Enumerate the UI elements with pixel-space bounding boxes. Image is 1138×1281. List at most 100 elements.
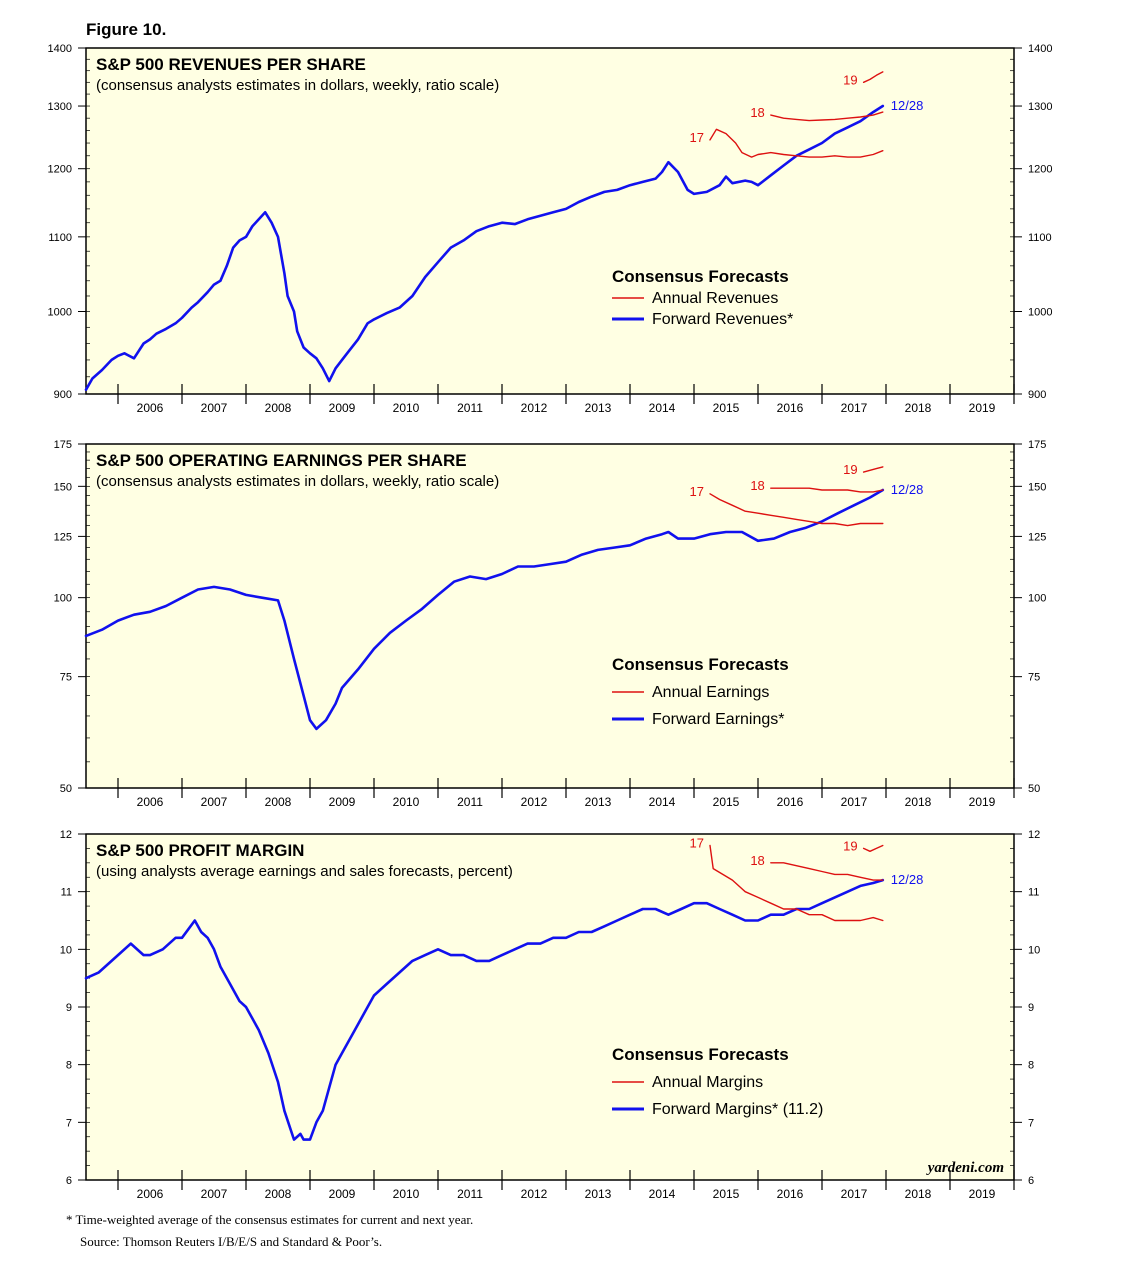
x-tick-label: 2013 — [585, 1187, 612, 1201]
x-tick-label: 2018 — [905, 795, 932, 809]
x-tick-label: 2008 — [265, 795, 292, 809]
legend-forward-label: Forward Earnings* — [652, 711, 785, 728]
x-tick-label: 2009 — [329, 401, 356, 415]
chart-title: S&P 500 OPERATING EARNINGS PER SHARE — [96, 451, 467, 470]
x-tick-label: 2006 — [137, 795, 164, 809]
annual-series-line-19 — [862, 71, 884, 84]
legend-annual-label: Annual Earnings — [652, 684, 769, 701]
x-tick-label: 2014 — [649, 795, 676, 809]
y-tick-label-left: 6 — [66, 1175, 72, 1187]
y-tick-label-right: 1300 — [1028, 101, 1052, 113]
annual-year-label-18: 18 — [750, 853, 764, 868]
legend-forward-label: Forward Margins* (11.2) — [652, 1101, 823, 1118]
y-tick-label-right: 11 — [1028, 887, 1039, 899]
chart-earnings: 50 50 75 75 100 100 125 125 150 150 175 175 2006 2007… — [54, 439, 1047, 809]
annual-year-label-18: 18 — [750, 478, 764, 493]
y-tick-label-left: 50 — [60, 783, 72, 795]
x-tick-label: 2012 — [521, 401, 548, 415]
forward-end-label: 12/28 — [891, 98, 924, 113]
x-tick-label: 2012 — [521, 1187, 548, 1201]
y-tick-label-right: 1200 — [1028, 164, 1052, 176]
annual-series-line-18 — [770, 111, 884, 122]
x-tick-label: 2015 — [713, 795, 740, 809]
y-tick-label-left: 1000 — [48, 306, 72, 318]
y-tick-label-right: 9 — [1028, 1002, 1034, 1014]
y-tick-label-left: 7 — [66, 1117, 72, 1129]
legend-annual-label: Annual Revenues — [652, 290, 778, 307]
forward-series-line — [84, 488, 885, 731]
x-tick-label: 2006 — [137, 1187, 164, 1201]
chart-subtitle: (consensus analysts estimates in dollars… — [96, 473, 499, 490]
forward-series-line — [84, 104, 885, 392]
x-tick-label: 2017 — [841, 1187, 868, 1201]
y-tick-label-right: 1400 — [1028, 43, 1052, 55]
y-tick-label-right: 8 — [1028, 1060, 1034, 1072]
x-tick-label: 2016 — [777, 1187, 804, 1201]
chart-subtitle: (consensus analysts estimates in dollars… — [96, 77, 499, 94]
plot-area — [85, 47, 1015, 395]
annual-series-line-18 — [770, 862, 884, 881]
annual-series-line-17 — [709, 844, 884, 922]
x-tick-label: 2016 — [777, 401, 804, 415]
plot-area — [85, 833, 1015, 1181]
annual-year-label-17: 17 — [690, 484, 704, 499]
y-tick-label-left: 175 — [54, 439, 72, 451]
y-tick-label-left: 150 — [54, 481, 72, 493]
legend: Consensus Forecasts Annual Earnings Forwar… — [612, 655, 789, 728]
y-tick-label-right: 12 — [1028, 829, 1040, 841]
y-tick-label-right: 1000 — [1028, 306, 1052, 318]
y-tick-label-left: 75 — [60, 672, 72, 684]
x-tick-label: 2015 — [713, 1187, 740, 1201]
y-tick-label-right: 900 — [1028, 389, 1046, 401]
footnote-source: Source: Thomson Reuters I/B/E/S and Stan… — [80, 1234, 383, 1249]
legend-title: Consensus Forecasts — [612, 655, 789, 674]
annual-year-label-19: 19 — [843, 72, 857, 87]
chart-title: S&P 500 PROFIT MARGIN — [96, 841, 304, 860]
x-tick-label: 2010 — [393, 1187, 420, 1201]
annual-series-line-18 — [770, 487, 884, 493]
y-tick-label-left: 10 — [60, 944, 72, 956]
y-tick-label-left: 900 — [54, 389, 72, 401]
chart-revenues: 900 900 1000 1000 1100 1100 1200 1200 1300 1300 14… — [48, 43, 1053, 415]
footnote-note: * Time-weighted average of the consensus… — [66, 1212, 474, 1227]
annual-year-label-19: 19 — [843, 462, 857, 477]
forward-end-label: 12/28 — [891, 482, 924, 497]
legend-title: Consensus Forecasts — [612, 267, 789, 286]
x-tick-label: 2007 — [201, 795, 228, 809]
y-tick-label-left: 11 — [61, 887, 72, 899]
x-tick-label: 2011 — [457, 795, 483, 809]
forward-series-line — [84, 878, 885, 1141]
x-tick-label: 2017 — [841, 401, 868, 415]
annual-series-line-19 — [862, 844, 884, 852]
x-tick-label: 2007 — [201, 401, 228, 415]
x-tick-label: 2010 — [393, 795, 420, 809]
y-tick-label-right: 75 — [1028, 672, 1040, 684]
y-tick-label-right: 6 — [1028, 1175, 1034, 1187]
x-tick-label: 2006 — [137, 401, 164, 415]
forward-end-label: 12/28 — [891, 872, 924, 887]
y-tick-label-right: 1100 — [1028, 232, 1052, 244]
y-tick-label-left: 8 — [66, 1060, 72, 1072]
x-tick-label: 2014 — [649, 401, 676, 415]
chart-title: S&P 500 REVENUES PER SHARE — [96, 55, 366, 74]
x-tick-label: 2011 — [457, 401, 483, 415]
x-tick-label: 2013 — [585, 795, 612, 809]
x-tick-label: 2018 — [905, 1187, 932, 1201]
annual-series-line-17 — [709, 128, 884, 158]
legend-forward-label: Forward Revenues* — [652, 311, 793, 328]
y-tick-label-right: 10 — [1028, 944, 1040, 956]
legend-title: Consensus Forecasts — [612, 1045, 789, 1064]
x-tick-label: 2008 — [265, 1187, 292, 1201]
annual-year-label-19: 19 — [843, 838, 857, 853]
x-tick-label: 2008 — [265, 401, 292, 415]
y-tick-label-left: 100 — [54, 593, 72, 605]
y-tick-label-left: 125 — [54, 531, 72, 543]
chart-subtitle: (using analysts average earnings and sal… — [96, 863, 513, 880]
legend-annual-label: Annual Margins — [652, 1074, 763, 1091]
y-tick-label-right: 175 — [1028, 439, 1046, 451]
y-tick-label-left: 9 — [66, 1002, 72, 1014]
chart-margin: 6 6 7 7 8 8 9 9 10 10 11 11 12 12 2006 2007 2008 2009 2010… — [60, 829, 1041, 1201]
x-tick-label: 2013 — [585, 401, 612, 415]
y-tick-label-left: 1400 — [48, 43, 72, 55]
x-tick-label: 2011 — [457, 1187, 483, 1201]
